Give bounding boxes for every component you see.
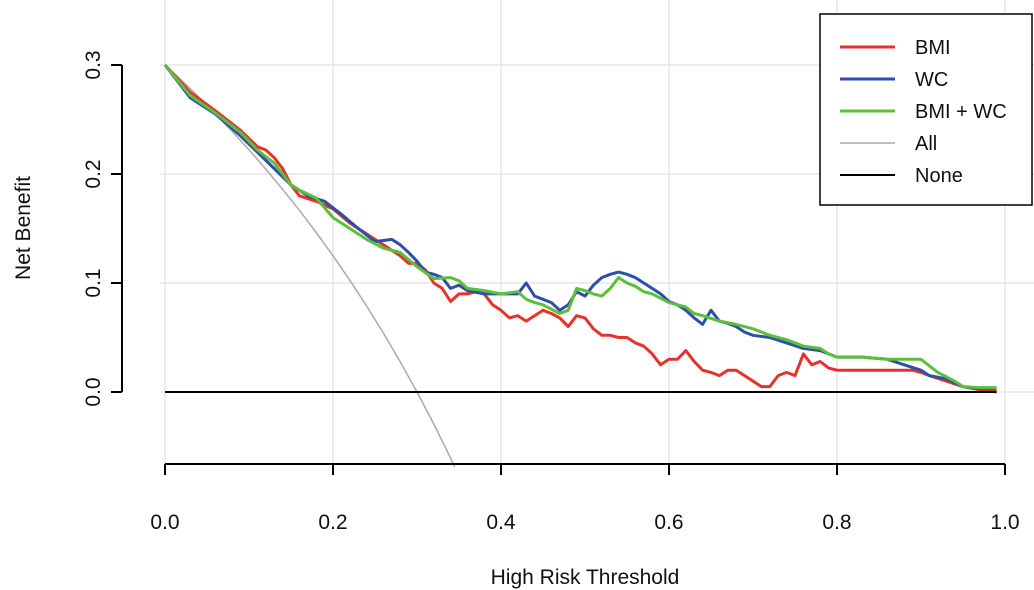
legend-entry: All bbox=[915, 133, 937, 155]
curves bbox=[163, 63, 997, 468]
x-tick-label: 0.8 bbox=[822, 511, 851, 534]
legend-entry: WC bbox=[915, 69, 948, 91]
x-tick-label: 0.0 bbox=[150, 511, 179, 534]
x-axis: 0.0 0.2 0.4 0.6 0.8 1.0 bbox=[150, 463, 1020, 534]
y-tick-label: 0.3 bbox=[82, 50, 105, 79]
x-tick-label: 0.6 bbox=[654, 511, 683, 534]
y-axis-label: Net Benefit bbox=[12, 176, 35, 280]
legend-entry: BMI bbox=[915, 37, 951, 59]
y-tick-label: 0.2 bbox=[82, 159, 105, 188]
legend-entry: BMI + WC bbox=[915, 101, 1007, 123]
y-tick-label: 0.0 bbox=[82, 377, 105, 406]
series-line-all bbox=[164, 64, 456, 468]
x-tick-label: 0.2 bbox=[318, 511, 347, 534]
legend-entry: None bbox=[915, 165, 963, 187]
y-axis: 0.0 0.1 0.2 0.3 bbox=[82, 50, 123, 407]
series-line-wc bbox=[163, 64, 997, 391]
x-tick-label: 1.0 bbox=[990, 511, 1019, 534]
y-tick-label: 0.1 bbox=[82, 268, 105, 297]
x-tick-label: 0.4 bbox=[486, 511, 516, 534]
x-axis-label: High Risk Threshold bbox=[491, 566, 680, 589]
series-line-bmi-wc bbox=[163, 64, 997, 390]
legend: BMI WC BMI + WC All None bbox=[819, 13, 1033, 206]
